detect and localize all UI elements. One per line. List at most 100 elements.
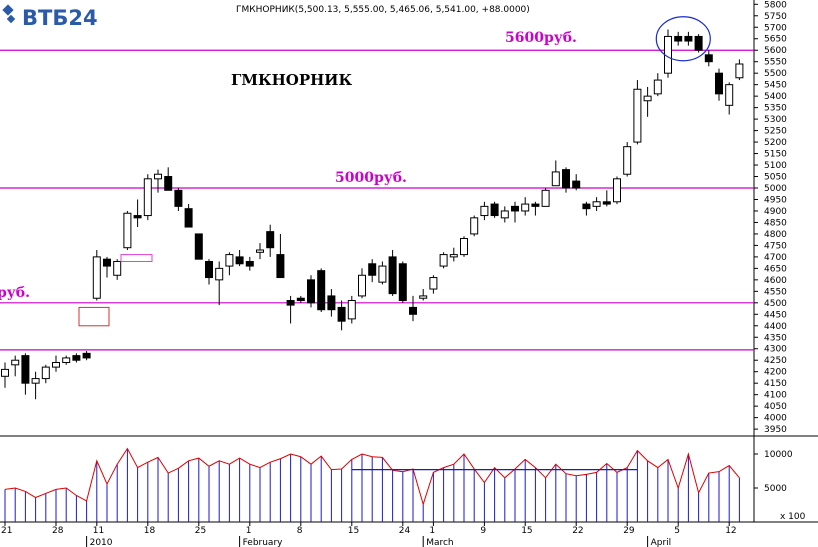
date-tick-label: 15: [521, 526, 532, 536]
candle: [684, 31, 693, 46]
candle-body: [572, 180, 581, 189]
candle: [500, 206, 509, 223]
price-tick-label: 5650: [764, 35, 787, 45]
candle: [704, 50, 713, 67]
price-tick-label: 4100: [764, 391, 787, 401]
candle-body: [602, 201, 611, 205]
candle: [31, 371, 40, 400]
date-tick-label: 29: [623, 526, 635, 536]
volume-scale-label: x 100: [780, 512, 806, 522]
price-tick-label: 4050: [764, 402, 787, 412]
candle: [1, 362, 9, 388]
date-tick-label: 1: [246, 526, 252, 536]
price-tick-label: 5150: [764, 150, 787, 160]
price-tick-label: 5400: [764, 92, 787, 102]
price-tick-label: 4350: [764, 333, 787, 343]
candle-body: [643, 95, 652, 102]
candle: [266, 224, 275, 257]
candle-body: [521, 203, 530, 212]
price-tick-label: 4600: [764, 276, 787, 286]
candle: [643, 86, 652, 117]
candle: [378, 261, 387, 285]
candle-body: [541, 189, 550, 207]
candle: [694, 34, 703, 53]
candle-body: [245, 260, 254, 267]
candle: [327, 289, 336, 317]
candle: [296, 295, 305, 303]
price-tick-label: 5800: [764, 0, 787, 10]
candle: [41, 364, 50, 384]
candle: [460, 236, 468, 257]
candle-body: [735, 63, 744, 79]
candle-body: [633, 88, 642, 143]
candle-body: [674, 35, 683, 42]
volume-line: [4, 447, 740, 507]
candle: [521, 197, 530, 216]
date-tick-label: 22: [572, 526, 583, 536]
candle-body: [480, 205, 489, 217]
candle-body: [205, 260, 213, 279]
candle-body: [72, 355, 81, 361]
plot-frame: [0, 0, 818, 523]
candle-body: [623, 146, 632, 175]
candle-body: [123, 212, 132, 249]
price-tick-label: 5050: [764, 173, 787, 183]
candle: [235, 250, 244, 267]
chart-header-title: ГМКНОРНИК(5,500.13, 5,555.00, 5,465.06, …: [236, 5, 530, 15]
candle: [194, 233, 203, 260]
price-tick-label: 4150: [764, 379, 787, 389]
candle: [21, 353, 30, 395]
date-tick-label: 9: [480, 526, 486, 536]
candle-body: [235, 256, 244, 265]
candle-body: [154, 173, 162, 180]
level-label: руб.: [0, 285, 30, 301]
candle-body: [398, 263, 407, 302]
price-tick-label: 4800: [764, 230, 787, 240]
candle-body: [266, 231, 275, 249]
candle-body: [113, 260, 122, 276]
candle: [653, 73, 662, 97]
candle-body: [715, 72, 723, 95]
candle-body: [194, 233, 203, 260]
price-tick-label: 5100: [764, 161, 787, 171]
date-tick-label: 18: [144, 526, 156, 536]
price-tick-label: 4700: [764, 253, 787, 263]
highlight-ellipse: [655, 16, 711, 62]
candle: [358, 268, 366, 299]
candle: [511, 201, 519, 223]
candle-body: [103, 258, 111, 267]
candle-body: [378, 265, 387, 283]
volume-tick-label: 5000: [764, 484, 787, 494]
candle-body: [358, 274, 366, 297]
candle-body: [133, 215, 142, 219]
candle: [225, 252, 234, 276]
candle: [470, 215, 479, 237]
price-tick-label: 4450: [764, 310, 787, 320]
candle: [388, 250, 397, 296]
candle-body: [592, 201, 601, 207]
candle: [174, 188, 183, 211]
month-label: March: [426, 538, 453, 547]
candle-body: [286, 300, 295, 306]
candle: [317, 268, 326, 312]
candle: [276, 233, 285, 279]
candle-body: [562, 169, 570, 189]
candle-body: [653, 79, 662, 95]
price-tick-label: 5200: [764, 138, 787, 148]
candle-body: [388, 256, 397, 295]
candle: [551, 160, 560, 187]
annotations: [78, 16, 711, 327]
candle: [368, 259, 377, 283]
candle: [725, 82, 734, 115]
candle: [11, 355, 20, 377]
candle: [205, 259, 213, 285]
candle: [439, 252, 448, 269]
candle-body: [582, 203, 591, 210]
vtb24-logo: ВТБ24: [2, 4, 98, 30]
date-tick-label: 24: [399, 526, 411, 536]
candle: [62, 355, 71, 365]
candle-body: [531, 203, 540, 207]
price-tick-label: 5700: [764, 23, 787, 33]
